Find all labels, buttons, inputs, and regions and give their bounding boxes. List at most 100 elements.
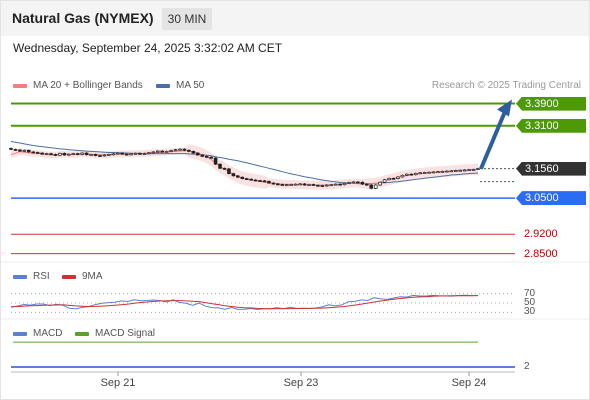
candle-body-down (280, 184, 285, 186)
candle (22, 149, 27, 152)
candle-body-up (111, 153, 116, 156)
candle-body-down (35, 152, 40, 154)
candle (31, 151, 36, 154)
candle (98, 154, 102, 157)
candle (400, 174, 405, 178)
legend-label-rsi: RSI (33, 271, 50, 282)
candle (111, 153, 116, 156)
candle-body-up (449, 170, 454, 173)
candle-body-down (302, 183, 307, 186)
candle-body-down (391, 177, 396, 180)
candle (445, 170, 449, 173)
candle-body-down (40, 152, 44, 155)
legend-label-macd: MACD (33, 328, 63, 339)
candle-body-down (138, 152, 142, 155)
candle-body-down (316, 184, 320, 187)
ma50-line (10, 140, 479, 185)
candle-body-down (227, 168, 231, 174)
candle-body-up (476, 168, 480, 170)
candle (231, 172, 236, 177)
candle (115, 152, 120, 155)
candle-body-down (262, 180, 267, 183)
candle (471, 168, 476, 171)
macd-tick-label: 2 (524, 361, 530, 372)
legend-swatch-rsi-ma (62, 274, 76, 279)
candle (267, 180, 271, 184)
candle-body-up (453, 170, 458, 172)
candle-body-up (67, 153, 71, 156)
candle (373, 184, 378, 190)
candle-body-up (333, 183, 338, 186)
legend-swatch-macd-signal (75, 331, 89, 336)
candle (182, 148, 187, 152)
candle (155, 150, 160, 153)
candle-body-down (93, 154, 98, 156)
candle-body-down (62, 152, 67, 156)
candle-body-up (164, 151, 169, 153)
candle (462, 169, 467, 172)
candle-body-down (9, 147, 13, 150)
candle-body-down (98, 155, 102, 157)
candle (187, 149, 191, 153)
legend-label-macd-signal: MACD Signal (95, 328, 156, 339)
bollinger-band (11, 144, 478, 190)
candle-body-down (253, 179, 258, 182)
legend-swatch-rsi (13, 274, 27, 279)
candle (107, 153, 111, 156)
legend-ma50: MA 50 (156, 80, 204, 91)
candle-body-up (422, 172, 427, 174)
candle-body-up (471, 169, 476, 171)
candle-body-up (418, 172, 422, 175)
legend-label-ma20: MA 20 + Bollinger Bands (33, 80, 143, 91)
instrument-title: Natural Gas (NYMEX) (12, 10, 154, 26)
candle (316, 184, 320, 187)
candle-body-down (222, 167, 227, 170)
candle (191, 150, 196, 154)
x-axis-label: Sep 23 (283, 377, 319, 389)
candle-body-up (115, 152, 120, 155)
candle (293, 183, 298, 186)
candle (44, 152, 49, 155)
price-tag-resistance: 3.3900 (516, 96, 586, 111)
candle-body-up (102, 154, 107, 157)
candle-body-down (311, 184, 316, 186)
candle-body-up (80, 152, 84, 155)
candle (89, 153, 93, 156)
candle-body-up (89, 154, 93, 156)
candle (133, 152, 138, 155)
candle-body-down (200, 154, 205, 157)
candle-body-down (187, 149, 191, 152)
candle-body-up (413, 172, 418, 176)
timeframe-badge[interactable]: 30 MIN (162, 8, 212, 30)
target-arrow-head (497, 99, 512, 117)
candle-body-up (427, 171, 431, 174)
candle-body-up (396, 176, 400, 179)
candle (289, 183, 293, 186)
candle (71, 152, 76, 155)
candle (93, 153, 98, 157)
candle-body-down (276, 183, 280, 186)
candle (58, 152, 62, 157)
candle (75, 152, 80, 156)
candle (347, 181, 351, 185)
candle-body-up (129, 153, 133, 156)
ma20-line (10, 150, 479, 186)
candle-body-up (147, 152, 151, 155)
candle (378, 181, 382, 186)
candle (204, 155, 209, 159)
candle (196, 152, 200, 156)
candle-body-down (365, 183, 369, 186)
candle (253, 179, 258, 182)
legend-swatch-macd (13, 331, 27, 336)
candle-body-up (351, 181, 356, 184)
candle (396, 176, 400, 180)
candle-body-down (27, 149, 31, 153)
candle-body-up (440, 171, 445, 173)
price-tag-last: 3.1560 (516, 161, 586, 176)
candle (80, 152, 84, 156)
candle (124, 153, 129, 156)
candle (351, 181, 356, 184)
candle (49, 152, 53, 156)
candle-body-up (173, 149, 178, 152)
